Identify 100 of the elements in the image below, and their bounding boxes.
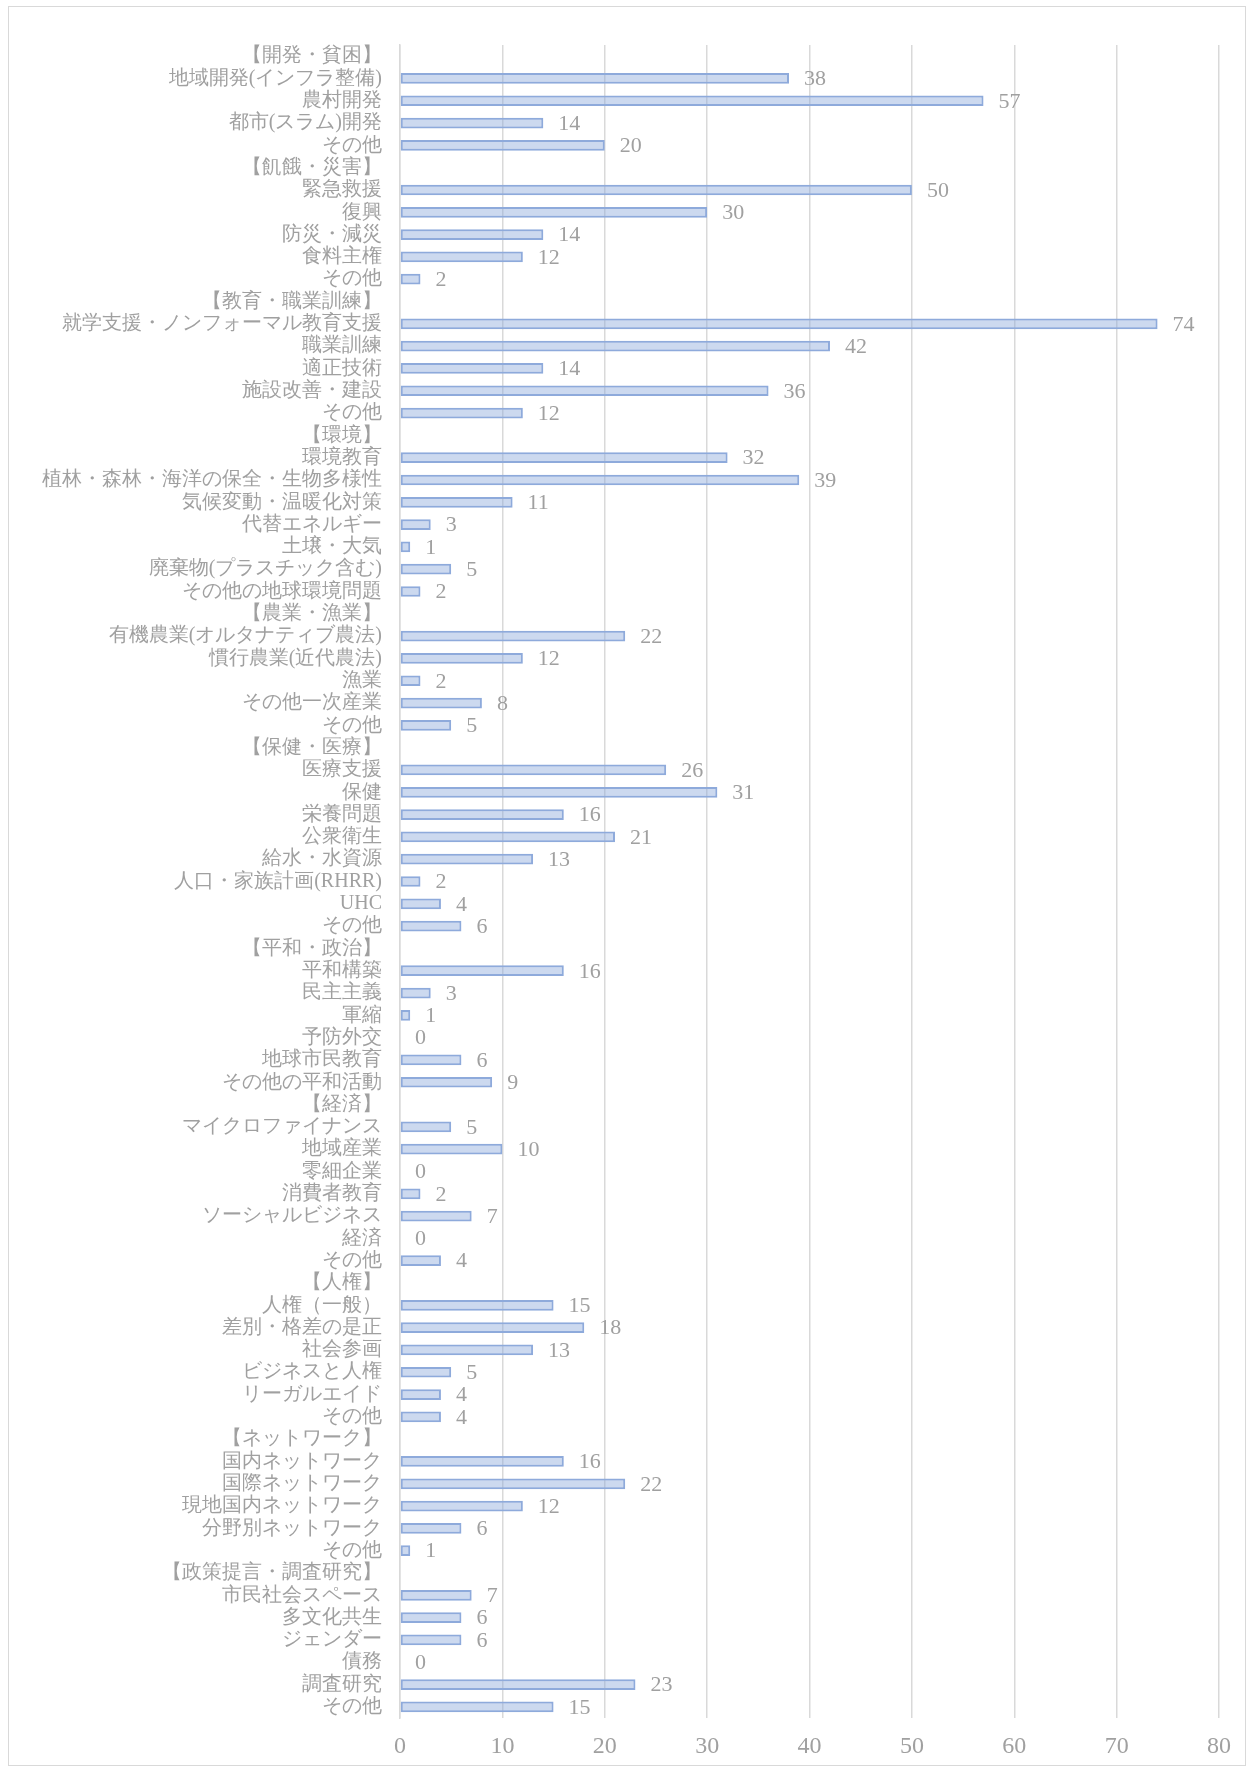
y-tick-label: 【人権】 (302, 1270, 382, 1293)
data-label: 2 (435, 578, 447, 604)
y-tick-label: ソーシャルビジネス (202, 1203, 382, 1226)
y-tick-label: 栄養問題 (302, 801, 382, 824)
bar (400, 987, 431, 999)
y-tick-label: その他 (322, 712, 382, 735)
x-tick-label: 60 (1002, 1731, 1027, 1758)
bar (400, 1210, 472, 1222)
y-tick-label: 農村開発 (302, 88, 382, 111)
y-tick-label: 環境教育 (302, 444, 382, 467)
y-tick-label: 土壌・大気 (282, 534, 382, 557)
y-tick-label: 廃棄物(プラスチック含む) (148, 556, 382, 580)
data-label: 21 (629, 823, 652, 849)
y-tick-label: 調査研究 (302, 1671, 382, 1694)
data-label: 22 (640, 622, 663, 648)
data-label: 3 (445, 979, 457, 1005)
y-tick-label: 国内ネットワーク (222, 1448, 382, 1471)
bar (400, 206, 708, 218)
y-tick-label: 地球市民教育 (261, 1047, 382, 1070)
y-tick-label: その他一次産業 (242, 690, 382, 713)
data-label: 14 (558, 221, 581, 247)
bar (400, 363, 544, 374)
y-tick-label: 経済 (341, 1225, 382, 1248)
y-tick-label: 適正技術 (302, 355, 382, 378)
bar (400, 675, 421, 687)
y-tick-label: 【ネットワーク】 (222, 1426, 382, 1449)
y-tick-label: 消費者教育 (282, 1181, 382, 1204)
y-tick-label: 【農業・漁業】 (242, 601, 382, 624)
y-tick-label: 現地国内ネットワーク (182, 1493, 382, 1516)
data-label: 39 (814, 466, 837, 492)
x-tick-label: 80 (1207, 1731, 1231, 1758)
bar (400, 1255, 441, 1267)
y-tick-label: 公衆衛生 (302, 824, 382, 847)
bar (400, 1322, 585, 1333)
y-tick-label: 植林・森林・海洋の保全・生物多様性 (42, 467, 382, 490)
bar (400, 1188, 421, 1200)
data-label: 16 (578, 957, 601, 983)
bar (400, 853, 534, 865)
data-label: 4 (455, 1247, 467, 1273)
bar (400, 496, 513, 508)
y-tick-label: その他 (322, 400, 382, 423)
data-label: 20 (619, 132, 642, 158)
y-tick-label: 地域産業 (301, 1136, 382, 1159)
y-tick-label: 【教育・職業訓練】 (202, 288, 382, 311)
bar (400, 1523, 462, 1534)
data-label: 1 (425, 1537, 437, 1563)
y-tick-label: その他 (322, 266, 382, 289)
bar (400, 1299, 554, 1311)
x-tick-label: 20 (592, 1731, 617, 1758)
data-label: 0 (415, 1158, 426, 1184)
bar (400, 1143, 503, 1155)
y-tick-label: 平和構築 (302, 957, 382, 980)
y-tick-label: 漁業 (342, 667, 382, 690)
data-label: 32 (742, 444, 765, 470)
bar (400, 1589, 472, 1601)
y-tick-label: 【環境】 (302, 422, 382, 445)
data-label: 0 (415, 1024, 426, 1050)
bar (400, 586, 421, 597)
bar (400, 140, 605, 151)
bar (400, 563, 452, 575)
y-tick-label: 【経済】 (302, 1091, 382, 1114)
data-label: 3 (445, 511, 457, 537)
bar (400, 1389, 441, 1400)
data-label: 6 (476, 1046, 488, 1072)
bar (400, 1701, 554, 1713)
data-label: 38 (804, 65, 827, 91)
y-tick-label: 施設改善・建設 (242, 378, 382, 400)
data-label: 50 (926, 176, 949, 202)
data-label: 5 (466, 555, 478, 581)
y-tick-label: その他 (322, 913, 382, 936)
x-tick-label: 70 (1104, 1731, 1129, 1758)
y-tick-label: ジェンダー (282, 1627, 382, 1650)
data-label: 12 (537, 243, 560, 269)
y-tick-label: その他 (322, 1404, 382, 1427)
y-tick-label: UHC (339, 891, 382, 914)
y-tick-label: ビジネスと人権 (242, 1359, 382, 1382)
bar (400, 73, 790, 84)
data-label: 15 (568, 1693, 591, 1719)
y-tick-label: 零細企業 (302, 1158, 382, 1181)
data-label: 13 (548, 1336, 571, 1362)
data-label: 30 (722, 199, 745, 225)
y-tick-label: 都市(スラム)開発 (228, 110, 382, 134)
y-tick-label: 職業訓練 (302, 333, 382, 356)
data-label: 36 (783, 377, 806, 403)
data-label: 12 (537, 399, 560, 425)
data-label: 7 (486, 1582, 498, 1608)
bar (400, 273, 421, 285)
bar (400, 786, 718, 798)
data-label: 2 (435, 266, 447, 291)
y-tick-label: 気候変動・温暖化対策 (182, 489, 382, 512)
data-label: 12 (537, 1492, 560, 1518)
y-tick-label: 緊急救援 (302, 177, 382, 200)
y-tick-label: 【平和・政治】 (242, 935, 382, 958)
x-tick-label: 30 (695, 1731, 720, 1758)
bar (400, 1076, 493, 1088)
bar (400, 1478, 626, 1490)
bar (400, 1679, 636, 1690)
data-label: 7 (486, 1202, 498, 1228)
bar (400, 385, 769, 397)
bar (400, 229, 544, 240)
